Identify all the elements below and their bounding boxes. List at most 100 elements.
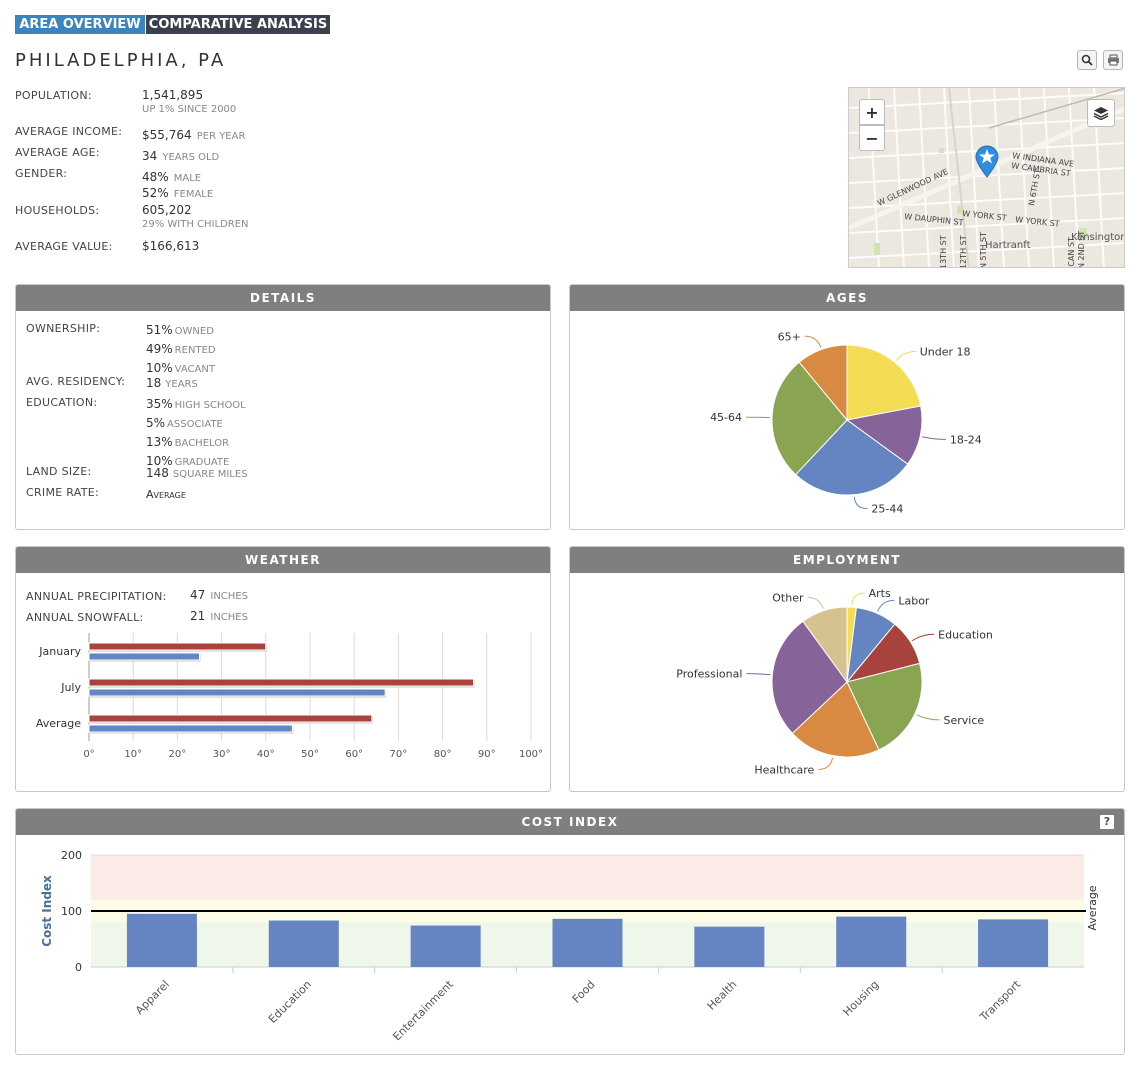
stat-label: Average Value:: [15, 240, 113, 253]
pie-leader-line: [851, 592, 865, 606]
stat-value: 605,202: [142, 203, 192, 217]
x-tick-label: 80°: [434, 749, 452, 760]
pie-label: Service: [944, 714, 985, 727]
detail-unit: BACHELOR: [174, 438, 230, 449]
stat-unit: MALE: [173, 173, 202, 184]
pie-leader-line: [895, 350, 916, 361]
weather-value: 47: [190, 588, 206, 602]
detail-values: 18 YEARS: [146, 374, 198, 393]
pie-label: Education: [938, 628, 993, 641]
detail-label: Ownership:: [26, 322, 101, 335]
pie-label: Other: [772, 591, 804, 604]
y-category-label: July: [60, 681, 81, 694]
pie-slice: [845, 405, 923, 465]
bar: [88, 678, 475, 687]
weather-value-wrap: 47 INCHES: [190, 584, 248, 603]
weather-value-wrap: 21 INCHES: [190, 605, 248, 624]
pie-slice: [846, 344, 922, 421]
bar: [836, 916, 907, 967]
weather-bar-chart: 0° 10° 20° 30° 40° 50° 60° 70° 80° 90° 100° January…: [36, 633, 543, 760]
detail-line: 13% BACHELOR: [146, 433, 246, 452]
y-tick-label: 200: [61, 849, 82, 862]
area-map[interactable]: W INDIANA AVE W CAMBRIA ST W GLENWOOD AV…: [848, 87, 1125, 268]
stat-label: Households:: [15, 204, 100, 217]
detail-value: 10%: [146, 361, 173, 375]
panel-title: Cost Index: [16, 809, 1124, 835]
pie-leader-line: [807, 596, 824, 609]
detail-value: 13%: [146, 435, 173, 449]
stat-value-wrap: 48% MALE: [142, 166, 201, 185]
detail-value: 49%: [146, 342, 173, 356]
stat-value-wrap: $55,764 PER YEAR: [142, 124, 245, 143]
detail-label: Land Size:: [26, 465, 92, 478]
y-axis-label: Cost Index: [40, 875, 54, 947]
map-marker-icon[interactable]: [974, 144, 1000, 178]
stat-value-wrap-2: 52% FEMALE: [142, 182, 213, 201]
pie-leader-line: [746, 673, 771, 676]
bar: [694, 926, 765, 967]
map-street-label: 12TH ST: [959, 235, 968, 268]
detail-line: 5% ASSOCIATE: [146, 414, 246, 433]
pie-slice: [771, 620, 848, 735]
bar: [126, 913, 197, 967]
tab-area-overview[interactable]: Area Overview: [15, 15, 145, 34]
bar: [88, 714, 373, 723]
pie-slice: [771, 361, 848, 476]
search-button[interactable]: [1077, 50, 1097, 70]
detail-values: 148 SQUARE MILES: [146, 464, 248, 483]
pie-leader-line: [818, 757, 834, 770]
weather-value: 21: [190, 609, 206, 623]
stat-sub: UP 1% SINCE 2000: [142, 104, 237, 115]
print-button[interactable]: [1103, 50, 1123, 70]
x-tick-label: 90°: [478, 749, 496, 760]
panel-title: Details: [16, 285, 550, 311]
zone-high: [91, 855, 1084, 900]
detail-line: 18 YEARS: [146, 374, 198, 393]
search-icon: [1081, 54, 1093, 66]
detail-line: Average: [146, 485, 186, 503]
pie-slice: [846, 662, 923, 751]
x-tick-label: 10°: [124, 749, 142, 760]
pie-leader-line: [853, 496, 868, 510]
map-place-label: Hartranft: [985, 240, 1031, 251]
stat-label: Average Age:: [15, 146, 100, 159]
panel-title: Employment: [570, 547, 1124, 573]
print-icon: [1107, 54, 1119, 66]
x-category-label: Housing: [841, 978, 882, 1019]
weather-unit: INCHES: [210, 591, 248, 602]
pie-slice: [794, 419, 909, 496]
weather-snow: Annual Snowfall: 21 INCHES: [26, 606, 248, 625]
y-tick-label: 100: [61, 905, 82, 918]
bar: [88, 688, 386, 697]
detail-value: 35%: [146, 397, 173, 411]
pie-slice: [798, 344, 848, 422]
weather-panel: Weather Annual Precipitation: 47 INCHES …: [15, 546, 551, 792]
details-panel: Details Ownership: 51% OWNED 49% RENTED 10…: [15, 284, 551, 530]
cost-index-bar-chart: 0 100 200 Cost Index Average Apparel Education…: [40, 849, 1099, 1043]
map-layers-button[interactable]: [1087, 99, 1115, 127]
help-button[interactable]: ?: [1100, 815, 1114, 829]
tab-comparative-analysis[interactable]: Comparative Analysis: [146, 15, 330, 34]
x-tick-label: 70°: [390, 749, 408, 760]
detail-value: Average: [146, 488, 186, 501]
map-zoom-in-button[interactable]: +: [859, 99, 885, 125]
stat-label: Population:: [15, 89, 92, 102]
stat-value: $166,613: [142, 239, 200, 253]
x-category-label: Entertainment: [390, 977, 456, 1043]
pie-label: 25-44: [871, 503, 903, 516]
detail-values: 35% HIGH SCHOOL 5% ASSOCIATE 13% BACHELOR 1…: [146, 395, 246, 471]
x-tick-label: 60°: [345, 749, 363, 760]
weather-label: Annual Precipitation:: [26, 590, 167, 603]
bar: [88, 724, 293, 733]
bar: [410, 925, 481, 967]
pie-leader-line: [911, 633, 935, 642]
x-tick-label: 30°: [213, 749, 231, 760]
bar: [978, 919, 1049, 967]
detail-label: Education:: [26, 396, 98, 409]
employment-pie-chart: Arts Labor Education Service Healthcare Profe…: [676, 587, 993, 776]
pie-slice: [791, 681, 880, 758]
detail-line: 51% OWNED: [146, 321, 216, 340]
detail-unit: YEARS: [165, 379, 198, 390]
map-zoom-out-button[interactable]: −: [859, 125, 885, 151]
page-title: PHILADELPHIA, PA: [15, 50, 227, 71]
